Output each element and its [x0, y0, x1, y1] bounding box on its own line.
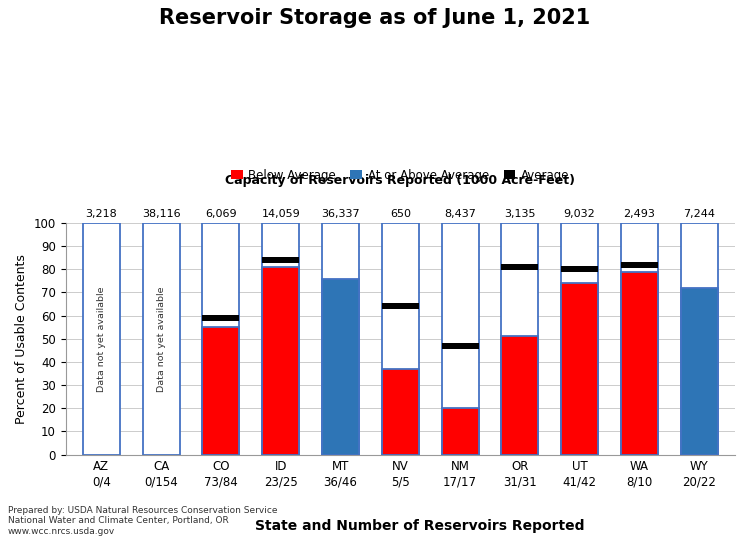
Text: 3,218: 3,218 [86, 209, 117, 220]
Legend: Below Average, At or Above Average, Average: Below Average, At or Above Average, Aver… [226, 164, 574, 187]
Bar [442, 343, 479, 348]
Bar [621, 272, 658, 454]
Text: 9,032: 9,032 [564, 209, 596, 220]
Text: 36,337: 36,337 [321, 209, 360, 220]
Bar [382, 369, 419, 454]
Text: Prepared by: USDA Natural Resources Conservation Service
National Water and Clim: Prepared by: USDA Natural Resources Cons… [8, 506, 277, 536]
Bar [501, 264, 538, 270]
Bar [142, 223, 180, 454]
Bar [561, 266, 598, 272]
Bar [501, 337, 538, 454]
Bar [202, 223, 239, 454]
Text: 2,493: 2,493 [623, 209, 656, 220]
Text: State and Number of Reservoirs Reported: State and Number of Reservoirs Reported [255, 519, 585, 533]
Text: Data not yet available: Data not yet available [157, 286, 166, 392]
Bar [382, 304, 419, 309]
Bar [621, 262, 658, 268]
Bar [262, 223, 299, 454]
Text: 3,135: 3,135 [504, 209, 536, 220]
Text: 8,437: 8,437 [444, 209, 476, 220]
Text: Reservoir Storage as of June 1, 2021: Reservoir Storage as of June 1, 2021 [159, 8, 591, 28]
Bar [680, 288, 718, 454]
Text: Capacity of Reservoirs Reported (1000 Acre-Feet): Capacity of Reservoirs Reported (1000 Ac… [225, 174, 575, 187]
Y-axis label: Percent of Usable Contents: Percent of Usable Contents [15, 254, 28, 424]
Bar [501, 223, 538, 454]
Text: 650: 650 [390, 209, 411, 220]
Bar [202, 315, 239, 321]
Bar [262, 257, 299, 263]
Bar [621, 223, 658, 454]
Text: 38,116: 38,116 [142, 209, 181, 220]
Text: Data not yet available: Data not yet available [97, 286, 106, 392]
Bar [382, 223, 419, 454]
Bar [561, 223, 598, 454]
Bar [322, 223, 359, 454]
Bar [322, 279, 359, 454]
Bar [442, 408, 479, 454]
Bar [442, 223, 479, 454]
Text: 14,059: 14,059 [261, 209, 300, 220]
Bar [561, 283, 598, 454]
Bar [82, 223, 120, 454]
Bar [202, 327, 239, 454]
Bar [262, 267, 299, 454]
Bar [680, 223, 718, 454]
Text: 7,244: 7,244 [683, 209, 716, 220]
Text: 6,069: 6,069 [206, 209, 237, 220]
